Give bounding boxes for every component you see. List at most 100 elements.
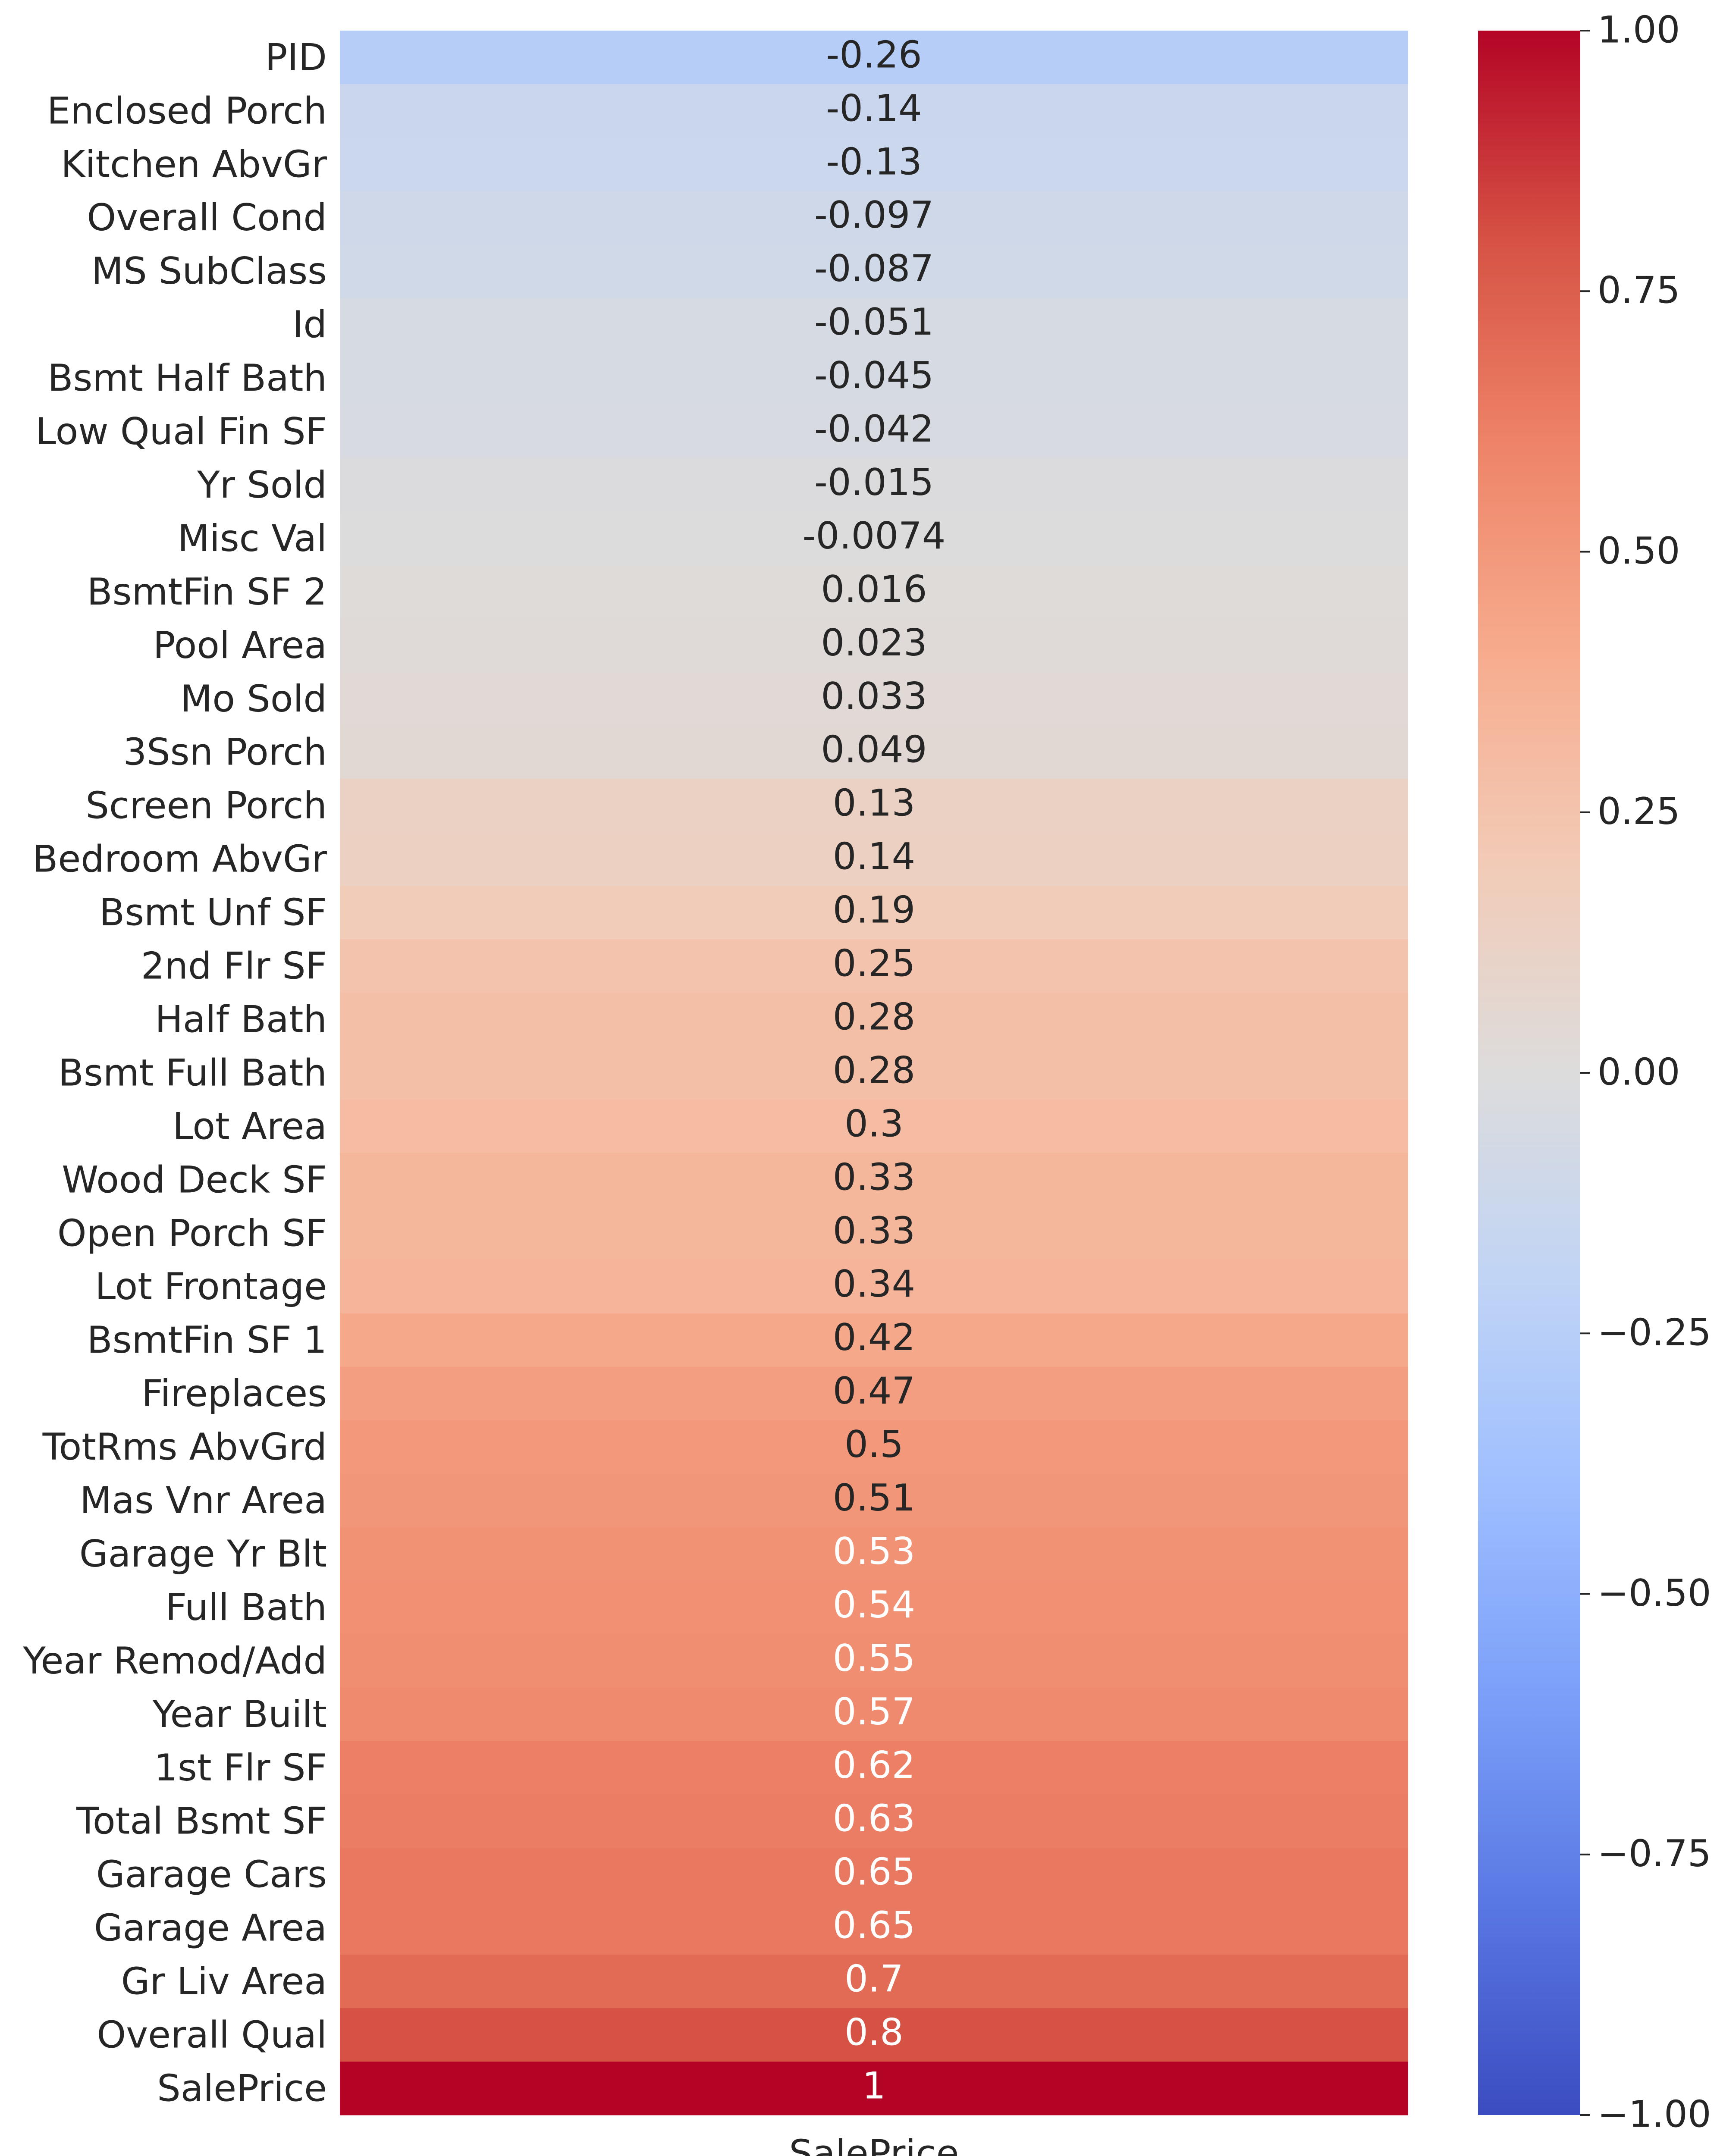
heatmap-cell <box>340 1420 1408 1474</box>
cell-label: 0.65 <box>833 1904 915 1947</box>
colorbar-tick-label: 0.00 <box>1598 1050 1680 1094</box>
y-tick-label: Overall Cond <box>87 196 327 239</box>
y-tick-label: Lot Area <box>173 1105 327 1148</box>
cell-label: 0.28 <box>833 995 915 1038</box>
heatmap-cell <box>340 1955 1408 2009</box>
heatmap-cell <box>340 191 1408 245</box>
heatmap-cell <box>340 1901 1408 1955</box>
heatmap-cell <box>340 672 1408 726</box>
heatmap-cell <box>340 2062 1408 2115</box>
y-tick-label: MS SubClass <box>91 250 327 293</box>
y-tick-label: BsmtFin SF 2 <box>87 570 327 614</box>
cell-label: 0.7 <box>844 1958 904 2001</box>
heatmap-cell <box>340 939 1408 993</box>
y-tick-label: Full Bath <box>166 1586 327 1629</box>
y-tick-label: PID <box>265 36 327 79</box>
cell-label: 0.8 <box>844 2011 904 2054</box>
x-tick-label: SalePrice <box>789 2132 959 2156</box>
cell-label: -0.13 <box>826 140 922 183</box>
y-tick-label: Fireplaces <box>141 1372 327 1415</box>
heatmap-cell <box>340 84 1408 138</box>
cell-label: 0.28 <box>833 1049 915 1092</box>
cell-label: 0.3 <box>844 1102 904 1145</box>
colorbar-tick-label: 1.00 <box>1598 8 1680 51</box>
y-tick-label: Mas Vnr Area <box>80 1479 327 1522</box>
heatmap-cell <box>340 779 1408 833</box>
y-tick-label: Wood Deck SF <box>62 1158 327 1201</box>
y-tick-label: Garage Area <box>94 1907 327 1950</box>
y-tick-label: Yr Sold <box>197 464 327 507</box>
cell-label: 0.016 <box>821 568 927 611</box>
heatmap-cell <box>340 993 1408 1047</box>
cell-label: 0.14 <box>833 835 915 878</box>
heatmap-cell <box>340 511 1408 565</box>
cell-label: -0.097 <box>814 194 934 237</box>
y-tick-label: Overall Qual <box>97 2013 327 2056</box>
cell-label: 0.55 <box>833 1637 915 1680</box>
y-tick-label: Bedroom AbvGr <box>32 838 327 881</box>
cell-label: 0.65 <box>833 1851 915 1894</box>
cell-label: -0.045 <box>814 354 934 397</box>
cell-label: 0.5 <box>844 1423 904 1466</box>
heatmap-cell <box>340 1848 1408 1902</box>
heatmap-cell <box>340 31 1408 85</box>
y-tick-label: Year Built <box>152 1693 327 1736</box>
heatmap-cell <box>340 886 1408 940</box>
cell-label: -0.051 <box>814 301 934 344</box>
y-tick-label: Open Porch SF <box>57 1212 327 1255</box>
cell-label: -0.26 <box>826 33 922 76</box>
heatmap-cell <box>340 1260 1408 1314</box>
heatmap-cell <box>340 1473 1408 1528</box>
cell-label: 0.42 <box>833 1316 915 1359</box>
y-tick-label: Garage Yr Blt <box>79 1532 327 1576</box>
y-tick-label: Half Bath <box>155 998 327 1041</box>
colorbar-tick-label: −0.25 <box>1598 1311 1711 1354</box>
cell-label: -0.015 <box>814 461 934 504</box>
y-tick-label: Year Remod/Add <box>22 1639 327 1683</box>
heatmap-cell <box>340 1794 1408 1848</box>
y-tick-label: Lot Frontage <box>95 1265 327 1308</box>
y-tick-label: Kitchen AbvGr <box>61 143 327 186</box>
heatmap-cell <box>340 458 1408 512</box>
y-tick-label: Screen Porch <box>85 784 327 827</box>
cell-label: 0.33 <box>833 1156 915 1199</box>
y-tick-label: Bsmt Half Bath <box>48 357 327 400</box>
cell-label: 0.033 <box>821 675 927 718</box>
cell-label: 0.34 <box>833 1263 915 1306</box>
cell-label: -0.14 <box>826 87 922 130</box>
heatmap-cell <box>340 1687 1408 1741</box>
cell-label: -0.0074 <box>803 514 946 558</box>
cell-label: 0.54 <box>833 1583 915 1626</box>
y-tick-label: TotRms AbvGrd <box>42 1426 327 1469</box>
y-tick-label: Mo Sold <box>180 677 327 721</box>
heatmap-cell <box>340 1634 1408 1688</box>
heatmap-cell <box>340 1527 1408 1581</box>
y-tick-label: Id <box>292 303 327 346</box>
y-tick-label: Pool Area <box>153 624 327 667</box>
cell-label: 0.19 <box>833 889 915 932</box>
heatmap-cell <box>340 1099 1408 1153</box>
heatmap-cell <box>340 565 1408 619</box>
y-tick-label: BsmtFin SF 1 <box>87 1319 327 1362</box>
heatmap-cell <box>340 1153 1408 1207</box>
colorbar-tick-label: 0.50 <box>1598 530 1680 573</box>
colorbar-tick-label: 0.75 <box>1598 269 1680 312</box>
heatmap-cell <box>340 137 1408 191</box>
y-tick-label: Gr Liv Area <box>121 1960 327 2003</box>
heatmap-cell <box>340 618 1408 672</box>
cell-label: 0.51 <box>833 1476 915 1520</box>
cell-label: 0.049 <box>821 728 927 771</box>
colorbar-tick-label: −0.50 <box>1598 1572 1711 1615</box>
heatmap-cell <box>340 1046 1408 1100</box>
heatmap-cell <box>340 2008 1408 2062</box>
cell-label: 0.63 <box>833 1797 915 1840</box>
y-tick-label: 3Ssn Porch <box>123 731 327 774</box>
cell-label: 0.023 <box>821 621 927 664</box>
y-tick-label: 1st Flr SF <box>154 1746 327 1789</box>
heatmap-cell <box>340 832 1408 886</box>
heatmap-cell <box>340 298 1408 352</box>
heatmap-cell <box>340 351 1408 405</box>
y-tick-label: 2nd Flr SF <box>141 945 327 988</box>
